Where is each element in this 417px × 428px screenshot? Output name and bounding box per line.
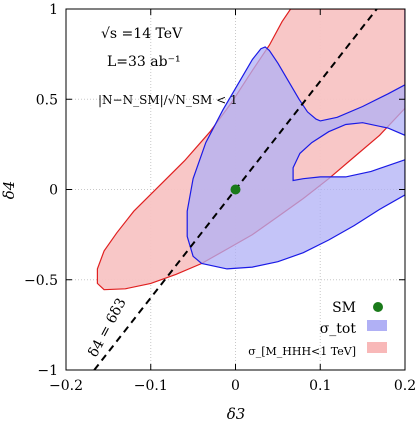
x-tick-label: −0.2 (49, 378, 83, 394)
y-axis-label: δ4 (0, 181, 18, 200)
x-tick-label: 0.1 (309, 378, 331, 394)
x-tick-label: 0 (231, 378, 240, 394)
region-sigma-tot (186, 9, 405, 270)
y-tick-label: 1 (49, 2, 58, 18)
legend-label-mhhh: σ_[M_HHH<1 TeV] (248, 345, 356, 358)
criterion-annotation: |N−N_SM|/√N_SM < 1 (98, 93, 238, 107)
sm-point (230, 184, 241, 195)
y-tick-label: 0 (49, 183, 58, 199)
x-tick-label: −0.1 (134, 378, 168, 394)
legend-label-sm: SM (332, 300, 356, 316)
legend-marker-mhhh (367, 342, 387, 353)
legend-marker-sigma-tot (367, 320, 387, 331)
energy-annotation: √s =14 TeV (101, 26, 183, 42)
y-tick-labels: −1 −0.5 0 0.5 1 (24, 2, 58, 379)
legend-marker-sm (373, 302, 383, 312)
x-tick-label: 0.2 (394, 378, 416, 394)
x-tick-labels: −0.2 −0.1 0 0.1 0.2 (49, 378, 416, 394)
lumi-annotation: L=33 ab⁻¹ (107, 54, 181, 70)
y-tick-label: −1 (37, 363, 58, 379)
x-axis-label: δ3 (227, 405, 246, 423)
y-tick-label: 0.5 (36, 92, 58, 108)
y-tick-label: −0.5 (24, 273, 58, 289)
axis-ticks (65, 8, 406, 371)
legend: SM σ_tot σ_[M_HHH<1 TeV] (248, 300, 387, 358)
legend-label-sigma-tot: σ_tot (320, 321, 357, 337)
